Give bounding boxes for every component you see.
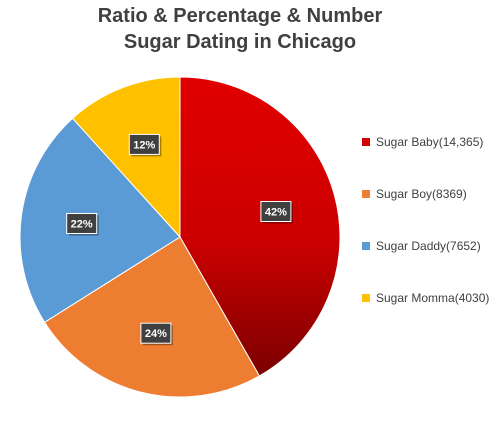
legend-swatch-sugar-boy — [362, 190, 370, 198]
data-label-text: 24% — [145, 328, 167, 340]
data-label-sugar-boy: 24% — [140, 322, 173, 346]
pie-data-labels: 42% 24% 22% 12% — [66, 133, 293, 346]
pie-slice-sugar-daddy — [19, 117, 181, 323]
data-label-box — [66, 213, 98, 234]
legend-label-sugar-boy: Sugar Boy(8369) — [376, 187, 467, 201]
legend-item-sugar-daddy: Sugar Daddy(7652) — [362, 238, 481, 254]
data-label-sugar-momma: 12% — [128, 133, 162, 157]
data-label-text: 42% — [265, 207, 287, 219]
legend-label-sugar-baby: Sugar Baby(14,365) — [376, 135, 484, 149]
chart-title-line-1: Ratio & Percentage & Number — [97, 5, 383, 27]
legend-swatch-sugar-baby — [362, 138, 370, 146]
legend-swatch-sugar-momma — [362, 294, 370, 302]
data-label-box — [260, 201, 292, 222]
data-label-text: 12% — [133, 139, 155, 151]
legend-label-sugar-daddy: Sugar Daddy(7652) — [376, 239, 481, 253]
legend-swatch-sugar-daddy — [362, 242, 370, 250]
data-label-sugar-baby: 42% — [260, 201, 293, 224]
legend-label-sugar-momma: Sugar Momma(4030) — [376, 291, 490, 305]
pie-slices — [19, 76, 341, 398]
legend-item-sugar-baby: Sugar Baby(14,365) — [362, 134, 483, 150]
pie-slice-sugar-baby — [179, 76, 341, 377]
pie-slice-sugar-momma — [71, 76, 181, 239]
legend-item-sugar-boy: Sugar Boy(8369) — [362, 186, 467, 202]
data-label-sugar-daddy: 22% — [66, 213, 99, 236]
pie-slice-sugar-boy — [43, 236, 261, 398]
data-label-text: 22% — [71, 219, 93, 231]
legend-item-sugar-momma: Sugar Momma(4030) — [362, 290, 489, 306]
chart-title: Ratio & Percentage & Number Sugar Dating… — [0, 3, 480, 55]
data-label-box — [140, 322, 172, 344]
chart-title-line-2: Sugar Dating in Chicago — [123, 31, 357, 53]
data-label-box — [128, 133, 160, 155]
